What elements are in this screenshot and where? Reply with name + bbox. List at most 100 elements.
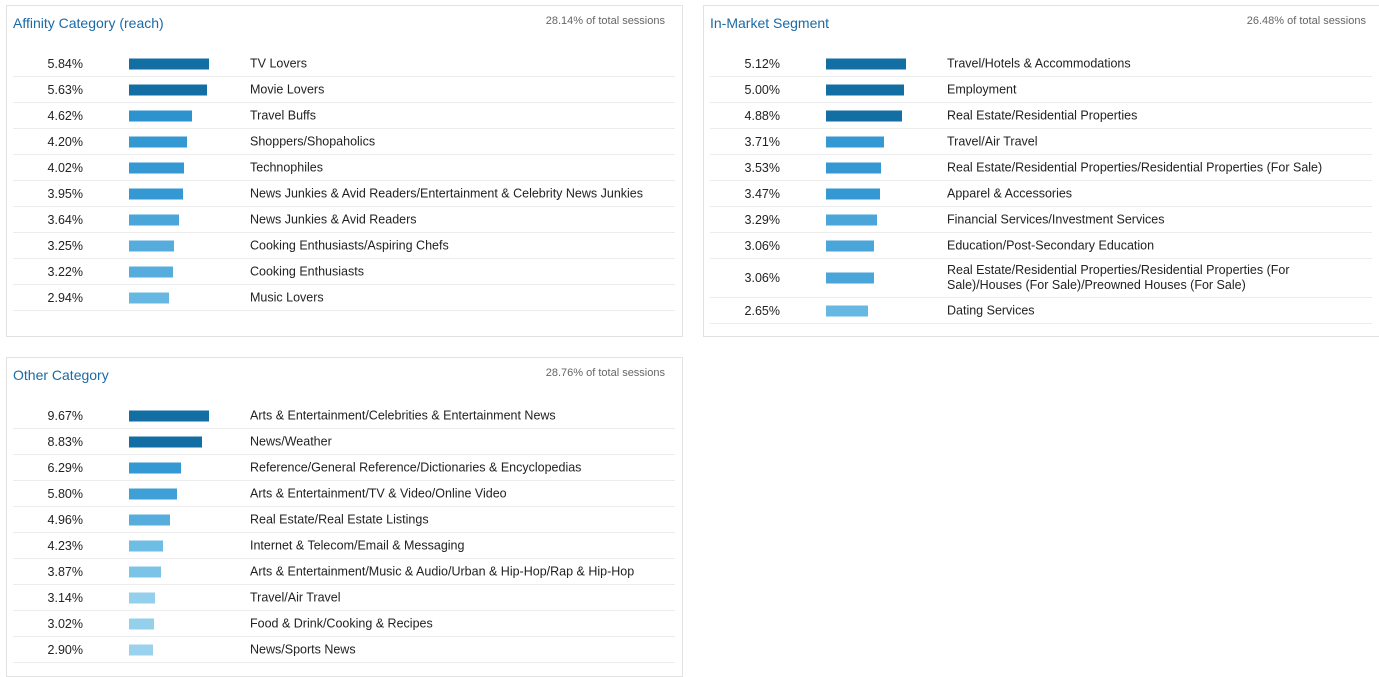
row-label: Apparel & Accessories [947, 186, 1073, 200]
bar-track [129, 618, 209, 629]
percentage-bar [129, 644, 153, 655]
row-percentage: 3.06% [744, 271, 780, 285]
table-row[interactable]: 5.00% Employment [710, 77, 1372, 103]
table-row[interactable]: 3.22% Cooking Enthusiasts [13, 259, 675, 285]
percentage-bar [129, 58, 209, 69]
row-label: Reference/General Reference/Dictionaries… [250, 460, 582, 474]
table-row[interactable]: 3.06% Real Estate/Residential Properties/… [710, 259, 1372, 298]
table-row[interactable]: 3.25% Cooking Enthusiasts/Aspiring Chefs [13, 233, 675, 259]
percentage-bar [129, 162, 185, 173]
table-row[interactable]: 2.90% News/Sports News [13, 637, 675, 663]
table-row[interactable]: 5.63% Movie Lovers [13, 77, 675, 103]
bar-track [129, 110, 209, 121]
row-percentage: 5.63% [47, 82, 83, 97]
bar-track [826, 305, 906, 316]
row-percentage: 5.84% [47, 56, 83, 71]
affinity-category-panel: Affinity Category (reach) 28.14% of tota… [6, 5, 683, 337]
table-row[interactable]: 3.02% Food & Drink/Cooking & Recipes [13, 611, 675, 637]
row-label: News/Sports News [250, 642, 356, 656]
percentage-bar [826, 240, 874, 251]
row-divider [0, 337, 1379, 357]
sessions-share: 28.14% of total sessions [545, 15, 665, 27]
row-label: News Junkies & Avid Readers [250, 212, 417, 226]
bar-track [129, 644, 209, 655]
row-label: Food & Drink/Cooking & Recipes [250, 616, 433, 630]
bar-track [129, 240, 209, 251]
other-category-panel: Other Category 28.76% of total sessions … [6, 357, 683, 677]
table-row[interactable]: 6.29% Reference/General Reference/Diction… [13, 455, 675, 481]
table-row[interactable]: 3.29% Financial Services/Investment Servi… [710, 207, 1372, 233]
row-label: Arts & Entertainment/Celebrities & Enter… [250, 408, 556, 422]
table-row[interactable]: 5.12% Travel/Hotels & Accommodations [710, 51, 1372, 77]
table-row[interactable]: 3.95% News Junkies & Avid Readers/Enterta… [13, 181, 675, 207]
percentage-bar [826, 58, 906, 69]
row-label: Education/Post-Secondary Education [947, 238, 1155, 252]
row-label: Travel Buffs [250, 108, 316, 122]
affinity-rows: 5.84% TV Lovers 5.63% Movie Lovers 4.62% Trav… [13, 51, 675, 311]
bar-track [826, 110, 906, 121]
table-row[interactable]: 5.80% Arts & Entertainment/TV & Video/Onl… [13, 481, 675, 507]
percentage-bar [826, 188, 881, 199]
row-label: Real Estate/Residential Properties/Resid… [947, 160, 1323, 174]
in-market-rows: 5.12% Travel/Hotels & Accommodations 5.00%… [710, 51, 1372, 324]
percentage-bar [129, 488, 177, 499]
row-percentage: 4.20% [47, 134, 83, 149]
bar-track [826, 84, 906, 95]
table-row[interactable]: 4.02% Technophiles [13, 155, 675, 181]
percentage-bar [129, 618, 154, 629]
row-percentage: 4.62% [47, 108, 83, 123]
percentage-bar [826, 110, 902, 121]
table-row[interactable]: 3.71% Travel/Air Travel [710, 129, 1372, 155]
table-row[interactable]: 4.88% Real Estate/Residential Properties [710, 103, 1372, 129]
table-row[interactable]: 3.53% Real Estate/Residential Properties/… [710, 155, 1372, 181]
percentage-bar [129, 436, 202, 447]
bar-track [129, 540, 209, 551]
panel-title[interactable]: Other Category [13, 367, 109, 383]
percentage-bar [826, 214, 878, 225]
percentage-bar [129, 240, 174, 251]
panel-title[interactable]: In-Market Segment [710, 15, 830, 31]
row-label: Travel/Air Travel [947, 134, 1038, 148]
table-row[interactable]: 4.96% Real Estate/Real Estate Listings [13, 507, 675, 533]
table-row[interactable]: 4.62% Travel Buffs [13, 103, 675, 129]
table-row[interactable]: 9.67% Arts & Entertainment/Celebrities & … [13, 403, 675, 429]
table-row[interactable]: 5.84% TV Lovers [13, 51, 675, 77]
other-category-rows: 9.67% Arts & Entertainment/Celebrities & … [13, 403, 675, 663]
percentage-bar [129, 566, 161, 577]
row-percentage: 3.71% [744, 134, 780, 149]
percentage-bar [129, 136, 187, 147]
percentage-bar [826, 305, 868, 316]
percentage-bar [129, 592, 156, 603]
sessions-share: 26.48% of total sessions [1246, 15, 1366, 27]
row-label: Real Estate/Real Estate Listings [250, 512, 429, 526]
table-row[interactable]: 3.06% Education/Post-Secondary Education [710, 233, 1372, 259]
percentage-bar [129, 410, 209, 421]
row-label: News Junkies & Avid Readers/Entertainmen… [250, 186, 643, 200]
row-percentage: 3.25% [47, 238, 83, 253]
row-percentage: 2.94% [47, 290, 83, 305]
table-row[interactable]: 3.87% Arts & Entertainment/Music & Audio/… [13, 559, 675, 585]
table-row[interactable]: 2.65% Dating Services [710, 298, 1372, 324]
table-row[interactable]: 3.14% Travel/Air Travel [13, 585, 675, 611]
table-row[interactable]: 3.64% News Junkies & Avid Readers [13, 207, 675, 233]
row-percentage: 9.67% [47, 408, 83, 423]
panel-title[interactable]: Affinity Category (reach) [13, 15, 164, 31]
row-percentage: 8.83% [47, 434, 83, 449]
row-percentage: 3.53% [744, 160, 780, 175]
table-row[interactable]: 3.47% Apparel & Accessories [710, 181, 1372, 207]
row-percentage: 4.23% [47, 538, 83, 553]
row-label: Cooking Enthusiasts [250, 264, 364, 278]
percentage-bar [129, 462, 181, 473]
bar-track [129, 462, 209, 473]
table-row[interactable]: 8.83% News/Weather [13, 429, 675, 455]
table-row[interactable]: 4.23% Internet & Telecom/Email & Messagin… [13, 533, 675, 559]
row-label: Shoppers/Shopaholics [250, 134, 376, 148]
row-label: Movie Lovers [250, 82, 325, 96]
sessions-share: 28.76% of total sessions [545, 367, 665, 379]
percentage-bar [129, 540, 164, 551]
bar-track [129, 566, 209, 577]
table-row[interactable]: 4.20% Shoppers/Shopaholics [13, 129, 675, 155]
row-label: Dating Services [947, 303, 1035, 317]
row-label: Cooking Enthusiasts/Aspiring Chefs [250, 238, 449, 252]
table-row[interactable]: 2.94% Music Lovers [13, 285, 675, 311]
